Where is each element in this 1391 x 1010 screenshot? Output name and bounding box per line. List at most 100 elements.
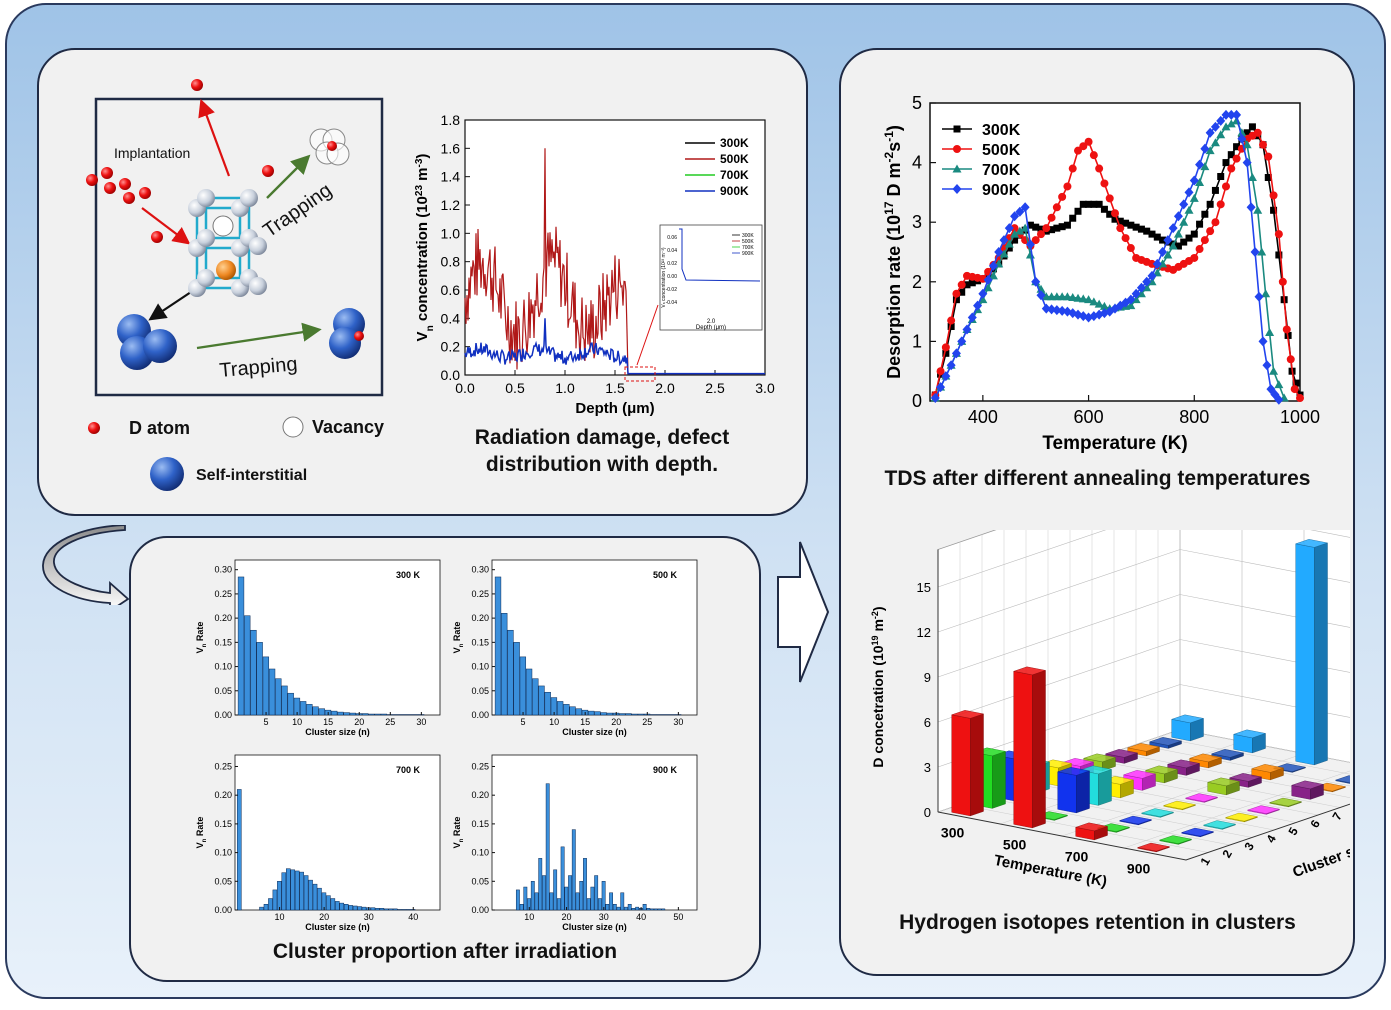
retention-temp-tick: 700 bbox=[1065, 849, 1089, 865]
inset-series bbox=[679, 228, 761, 282]
hist-bar bbox=[653, 908, 658, 911]
implantation-label: Implantation bbox=[114, 145, 190, 161]
depth-y-tick: 1.2 bbox=[441, 197, 461, 213]
legend-vacancy: Vacancy bbox=[312, 417, 384, 437]
hist-bar bbox=[374, 713, 381, 716]
hist-bar bbox=[281, 685, 288, 716]
retention-bar bbox=[1250, 764, 1285, 781]
inset-y-tick: -0.04 bbox=[666, 300, 678, 306]
retention-cluster-tick: 1 bbox=[1197, 855, 1213, 868]
depth-chart: 0.0 0.5 1.0 1.5 2.0 2.5 3.0 0.0 0.2 0.4 0.6 0.8 1.0 1… bbox=[414, 112, 775, 417]
hist-bar bbox=[594, 711, 601, 716]
hist-bar bbox=[312, 883, 318, 911]
hist-bar bbox=[637, 713, 645, 716]
retention-z-label: Cluster size (n) bbox=[1290, 828, 1350, 881]
hist-bar bbox=[384, 908, 389, 911]
inset-y-label: Vₙ concentration (10²³ m⁻³) bbox=[661, 247, 667, 308]
hist-y-tick: 0.00 bbox=[471, 905, 489, 915]
hist-bar bbox=[538, 685, 545, 716]
retention-temp-tick: 300 bbox=[941, 825, 965, 841]
depth-y-tick: 1.6 bbox=[441, 140, 461, 156]
hist-y-tick: 0.00 bbox=[214, 905, 232, 915]
retention-bar bbox=[1012, 666, 1047, 829]
hist-bar bbox=[290, 869, 296, 911]
hist-panel-label: 500 K bbox=[653, 570, 678, 580]
trapped-interstitial-cluster-icon bbox=[329, 308, 365, 359]
hist-bar bbox=[627, 904, 632, 911]
retention-temp-tick: 900 bbox=[1127, 861, 1151, 877]
hist-bar bbox=[357, 906, 362, 911]
tds-y-tick: 0 bbox=[912, 391, 922, 411]
retention-bar bbox=[1170, 714, 1205, 742]
hist-bar bbox=[272, 889, 278, 911]
tds-x-tick: 600 bbox=[1074, 407, 1104, 427]
hist-x-label: Cluster size (n) bbox=[305, 727, 370, 737]
hist-bar bbox=[294, 870, 300, 911]
depth-y-tick: 1.4 bbox=[441, 169, 461, 185]
hist-x-tick: 20 bbox=[611, 717, 621, 727]
hist-y-tick: 0.05 bbox=[214, 876, 232, 886]
hist-bar bbox=[335, 901, 340, 911]
retention-z-tick: 12 bbox=[917, 625, 931, 640]
hist-y-label: Vn Rate bbox=[452, 622, 465, 654]
depth-series-500K bbox=[464, 148, 766, 375]
hist-y-label: Vn Rate bbox=[195, 817, 208, 849]
hist-bar bbox=[609, 892, 613, 911]
retention-bar bbox=[1334, 775, 1350, 784]
hist-bar bbox=[262, 656, 270, 716]
hist-bar bbox=[556, 898, 561, 911]
depth-y-label: Vn concentration (1023 m-3) bbox=[414, 154, 436, 342]
hist-y-tick: 0.15 bbox=[471, 637, 489, 647]
inset-y-tick: 0.00 bbox=[667, 274, 677, 280]
inset-y-tick: 0.04 bbox=[667, 248, 677, 254]
hist-bar bbox=[303, 875, 309, 911]
retention-bar bbox=[1166, 759, 1201, 776]
hist-y-tick: 0.25 bbox=[214, 589, 232, 599]
hist-y-tick: 0.25 bbox=[471, 761, 489, 771]
retention-bar bbox=[1268, 797, 1303, 808]
inset-y-tick: 0.02 bbox=[667, 261, 677, 267]
retention-x-label: Temperature (K) bbox=[993, 852, 1109, 890]
hist-bar bbox=[337, 711, 344, 716]
hist-bar bbox=[568, 875, 572, 911]
hist-bar bbox=[542, 875, 546, 911]
retention-chart: 0369121530050070090012345678910>10Temper… bbox=[870, 530, 1350, 890]
hist-bar bbox=[299, 701, 307, 716]
hist-panel-900K: 10 20 30 40 50 0.00 0.05 0.10 0.15 0.20 0.25 900 K C… bbox=[452, 754, 698, 932]
hist-bar bbox=[286, 868, 291, 911]
trapping-label-1: Trapping bbox=[259, 179, 336, 242]
hist-bar bbox=[590, 886, 595, 911]
hist-bar bbox=[326, 895, 331, 911]
retention-bars bbox=[950, 539, 1350, 853]
tds-legend-700K: 700K bbox=[982, 162, 1021, 179]
tds-series-900K bbox=[930, 109, 1284, 405]
tds-caption: TDS after different annealing temperatur… bbox=[884, 467, 1311, 490]
hist-bar bbox=[343, 712, 350, 716]
depth-series-900K bbox=[464, 318, 766, 375]
hist-panel-label: 700 K bbox=[396, 765, 421, 775]
depth-y-tick: 1.0 bbox=[441, 225, 461, 241]
hist-bar bbox=[339, 902, 345, 911]
hist-x-tick: 15 bbox=[580, 717, 590, 727]
legend-self-interstitial: Self-interstitial bbox=[196, 467, 307, 484]
hist-y-tick: 0.10 bbox=[471, 848, 489, 858]
depth-legend-300K: 300K bbox=[720, 136, 749, 150]
hist-bar bbox=[375, 908, 380, 911]
damage-caption: Radiation damage, defect distribution wi… bbox=[432, 424, 772, 478]
damage-caption-line2: distribution with depth. bbox=[485, 453, 719, 476]
mechanism-diagram: Implantation Trapping bbox=[86, 79, 384, 491]
depth-x-tick: 2.0 bbox=[655, 380, 675, 396]
depth-x-label: Depth (μm) bbox=[575, 400, 654, 417]
hist-bar bbox=[564, 886, 569, 911]
hist-bar bbox=[513, 642, 520, 716]
tds-y-tick: 5 bbox=[912, 93, 922, 113]
hist-bar bbox=[579, 881, 584, 911]
hist-bar bbox=[330, 898, 336, 911]
depth-legend-700K: 700K bbox=[720, 168, 749, 182]
retention-bar bbox=[1294, 539, 1329, 766]
hist-bar bbox=[560, 846, 565, 911]
hist-bar bbox=[650, 908, 654, 911]
hist-bar bbox=[401, 909, 407, 911]
hist-bar bbox=[635, 906, 640, 911]
